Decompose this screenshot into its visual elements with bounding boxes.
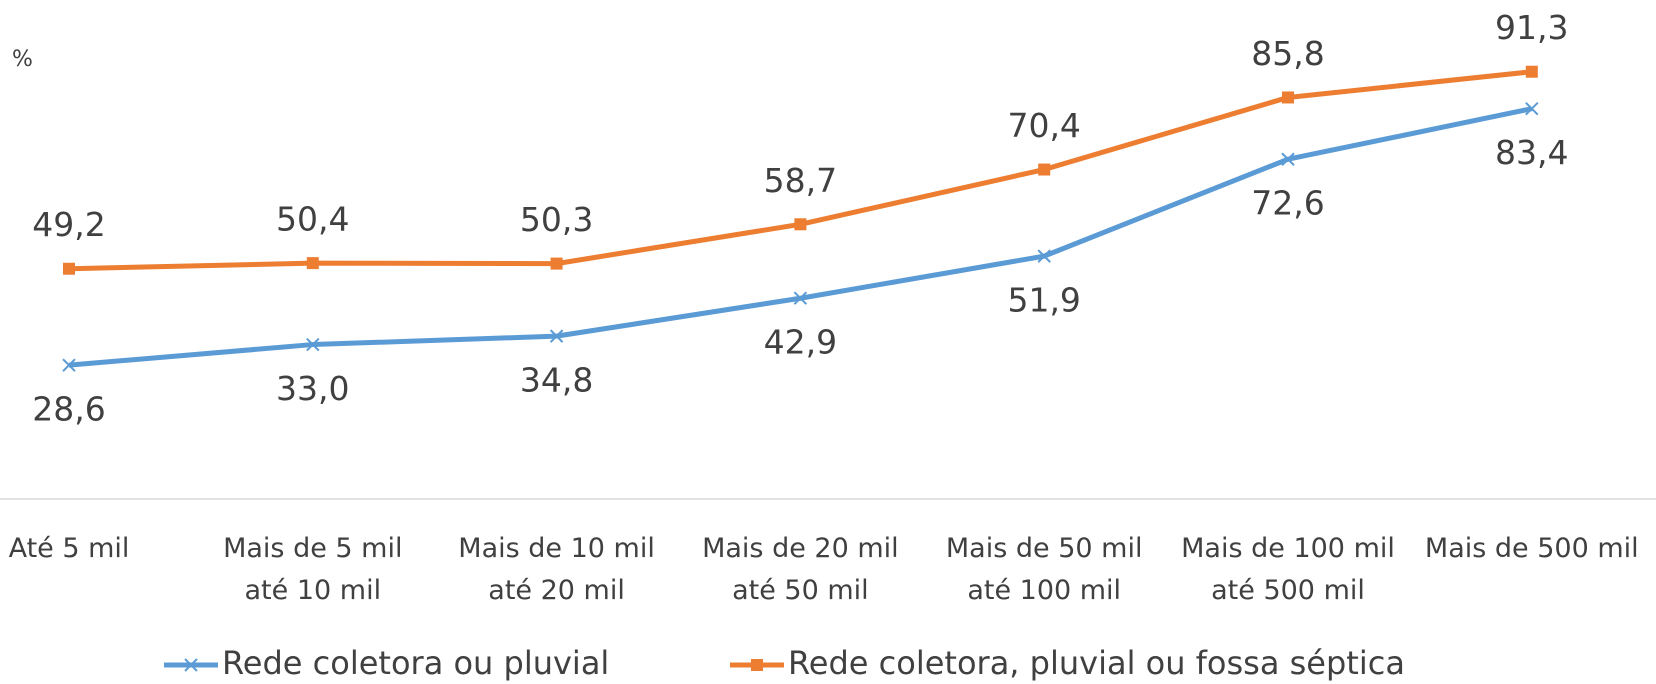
marker — [306, 257, 319, 270]
data-label: 42,9 — [764, 323, 837, 362]
series: 49,2 50,4 50,3 58,7 70,4 85,8 91,3 — [32, 8, 1569, 275]
marker-stroke — [306, 337, 320, 352]
marker — [549, 329, 564, 343]
marker — [1038, 163, 1051, 176]
x-tick-label: Mais de 20 mil até 50 mil — [702, 533, 899, 606]
marker — [794, 218, 807, 231]
marker — [306, 337, 320, 352]
legend-item: Rede coletora ou pluvial — [164, 644, 609, 682]
marker — [1281, 152, 1295, 166]
x-tick-label: Mais de 10 mil até 20 mil — [458, 533, 655, 606]
marker — [62, 358, 76, 372]
marker-stroke — [62, 358, 76, 372]
marker — [63, 262, 75, 275]
marker — [793, 291, 808, 305]
data-label: 50,4 — [276, 200, 349, 239]
legend-marker — [184, 658, 198, 672]
x-tick-label: Mais de 100 mil até 500 mil — [1181, 533, 1395, 606]
series: 28,6 33,0 34,8 42,9 51,9 72,6 83,4 — [32, 101, 1569, 429]
marker — [1282, 91, 1294, 104]
marker-stroke — [184, 658, 198, 672]
marker-stroke — [793, 291, 808, 305]
marker — [550, 257, 563, 270]
x-tick-label: Mais de 500 mil — [1424, 533, 1639, 564]
data-label: 83,4 — [1495, 133, 1568, 172]
marker — [1525, 101, 1539, 116]
x-tick-label: Mais de 5 mil até 10 mil — [223, 533, 403, 606]
data-label: 33,0 — [276, 369, 349, 408]
legend-label: Rede coletora ou pluvial — [222, 644, 609, 682]
data-label: 34,8 — [520, 361, 593, 400]
x-tick-label: Até 5 mil — [8, 533, 130, 564]
data-label: 58,7 — [764, 161, 837, 200]
data-label: 85,8 — [1251, 34, 1324, 73]
legend-label: Rede coletora, pluvial ou fossa séptica — [788, 644, 1405, 682]
marker-stroke — [1525, 101, 1539, 116]
data-label: 50,3 — [520, 200, 593, 239]
data-label: 91,3 — [1495, 8, 1568, 47]
data-label: 51,9 — [1007, 281, 1080, 320]
marker-stroke — [549, 329, 564, 343]
data-label: 28,6 — [32, 390, 105, 429]
data-label: 70,4 — [1007, 106, 1080, 145]
y-axis-label: % — [12, 47, 33, 72]
marker-stroke — [1037, 249, 1051, 263]
x-tick-label: Mais de 50 mil até 100 mil — [945, 533, 1143, 606]
marker — [1037, 249, 1051, 263]
data-label: 49,2 — [32, 205, 105, 244]
marker — [1525, 65, 1538, 78]
data-label: 72,6 — [1251, 184, 1324, 223]
legend-item: Rede coletora, pluvial ou fossa séptica — [730, 644, 1405, 682]
marker-stroke — [1281, 152, 1295, 166]
legend-marker — [751, 659, 763, 671]
